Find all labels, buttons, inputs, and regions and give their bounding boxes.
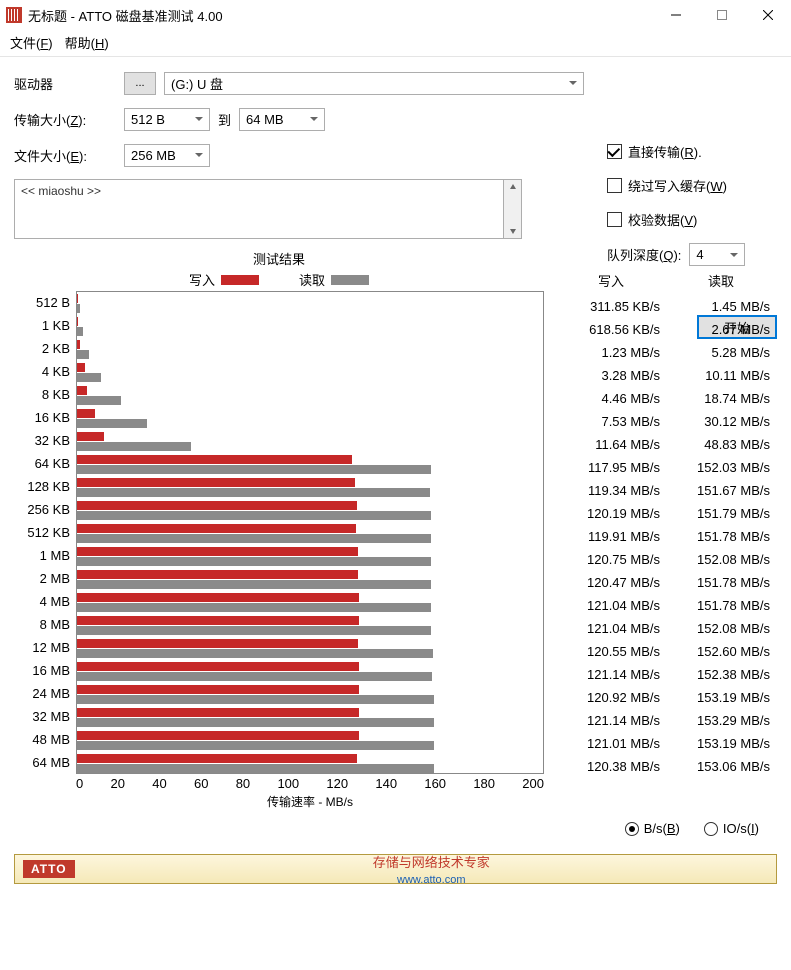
menu-help[interactable]: 帮助(H) (65, 33, 109, 52)
menu-file[interactable]: 文件(F) (10, 33, 53, 52)
chart-legend: 写入 读取 (14, 270, 544, 289)
read-values-column: 读取1.45 MB/s2.67 MB/s5.28 MB/s10.11 MB/s1… (672, 271, 770, 778)
chart-x-label: 传输速率 - MB/s (76, 793, 544, 810)
to-label: 到 (218, 110, 231, 129)
drive-select[interactable]: (G:) U 盘 (164, 72, 584, 95)
description-scrollbar[interactable] (504, 179, 522, 239)
transfer-from-select[interactable]: 512 B (124, 108, 210, 131)
chart-y-labels: 512 B1 KB2 KB4 KB8 KB16 KB32 KB64 KB128 … (14, 291, 76, 774)
browse-button[interactable]: ... (124, 72, 156, 95)
maximize-button[interactable] (699, 0, 745, 30)
file-size-select[interactable]: 256 MB (124, 144, 210, 167)
chart-x-ticks: 020406080100120140160180200 (76, 774, 544, 791)
units-iops-radio[interactable]: IO/s(I) (704, 821, 759, 836)
results-panel: 测试结果 写入 读取 512 B1 KB2 KB4 KB8 KB16 KB32 … (14, 249, 777, 806)
titlebar: 无标题 - ATTO 磁盘基准测试 4.00 (0, 0, 791, 30)
write-values-column: 写入311.85 KB/s618.56 KB/s1.23 MB/s3.28 MB… (562, 271, 660, 778)
results-title: 测试结果 (14, 249, 544, 268)
chart-plot (76, 291, 544, 774)
menubar: 文件(F) 帮助(H) (0, 30, 791, 54)
window-title: 无标题 - ATTO 磁盘基准测试 4.00 (28, 6, 653, 25)
close-button[interactable] (745, 0, 791, 30)
bypass-cache-checkbox[interactable]: 绕过写入缓存(W) (607, 175, 777, 195)
verify-checkbox[interactable]: 校验数据(V) (607, 209, 777, 229)
atto-logo: ATTO (23, 860, 75, 878)
transfer-to-select[interactable]: 64 MB (239, 108, 325, 131)
app-icon (6, 7, 22, 23)
description-box[interactable]: << miaoshu >> (14, 179, 504, 239)
file-size-label: 文件大小(E): (14, 146, 124, 165)
minimize-button[interactable] (653, 0, 699, 30)
transfer-size-label: 传输大小(Z): (14, 110, 124, 129)
drive-label: 驱动器 (14, 74, 124, 93)
direct-io-checkbox[interactable]: 直接传输(R). (607, 141, 777, 161)
footer-banner: ATTO 存储与网络技术专家 www.atto.com (14, 854, 777, 884)
units-bps-radio[interactable]: B/s(B) (625, 821, 680, 836)
